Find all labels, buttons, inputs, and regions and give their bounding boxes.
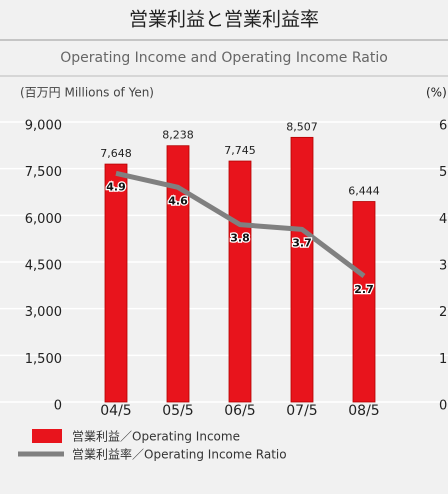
- chart-subtitle: Operating Income and Operating Income Ra…: [60, 50, 388, 66]
- x-tick-label: 07/5: [286, 403, 317, 419]
- y-tick-label: 7,500: [25, 165, 62, 180]
- x-tick-label: 06/5: [224, 403, 255, 419]
- line-value-label: 3.8: [230, 232, 250, 245]
- bar-value-label: 6,444: [348, 185, 380, 198]
- x-tick-label: 08/5: [348, 403, 379, 419]
- bar: [290, 136, 314, 403]
- bar-value-label: 8,507: [286, 120, 318, 133]
- y-tick-label: 9,000: [25, 119, 62, 134]
- y-tick-label: 6,000: [25, 212, 62, 227]
- bar-value-label: 8,238: [162, 129, 194, 142]
- y-axis-label: (百万円 Millions of Yen): [20, 86, 154, 100]
- y2-tick-label: 1: [439, 352, 447, 367]
- line-value-label: 3.7: [292, 236, 312, 249]
- y2-axis-label: (%): [426, 86, 447, 100]
- legend-label: 営業利益率／Operating Income Ratio: [72, 447, 287, 462]
- bar: [166, 145, 190, 403]
- chart-title: 営業利益と営業利益率: [129, 9, 319, 31]
- y2-tick-label: 6: [439, 119, 447, 134]
- y-tick-label: 1,500: [25, 352, 62, 367]
- legend-label: 営業利益／Operating Income: [72, 430, 240, 444]
- y2-tick-label: 3: [439, 259, 447, 274]
- y-tick-label: 0: [54, 399, 62, 414]
- y2-tick-label: 5: [439, 165, 447, 180]
- y2-tick-label: 4: [439, 212, 447, 227]
- bar: [104, 163, 128, 403]
- bar: [352, 201, 376, 403]
- line-value-label: 2.7: [354, 283, 374, 296]
- line-value-label: 4.9: [106, 180, 126, 193]
- line-value-label: 4.6: [168, 194, 188, 207]
- x-tick-label: 04/5: [100, 403, 131, 419]
- y-tick-label: 3,000: [25, 305, 62, 320]
- y2-tick-label: 0: [439, 399, 447, 414]
- x-tick-label: 05/5: [162, 403, 193, 419]
- y-tick-label: 4,500: [25, 259, 62, 274]
- legend-swatch: [32, 429, 62, 443]
- bar-value-label: 7,648: [100, 147, 132, 160]
- bar-value-label: 7,745: [224, 144, 256, 157]
- ratio-line: [115, 170, 366, 278]
- y2-tick-label: 2: [439, 305, 447, 320]
- bar: [228, 160, 252, 403]
